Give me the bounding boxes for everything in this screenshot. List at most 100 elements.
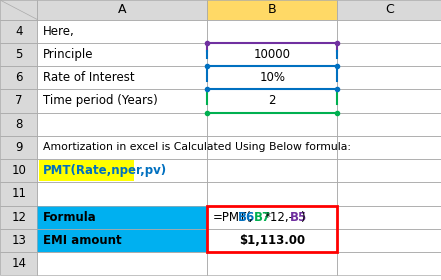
Bar: [0, 159, 37, 182]
Bar: [37, 66, 207, 89]
Bar: [0, 66, 37, 89]
Bar: [207, 229, 337, 252]
Bar: [37, 206, 207, 229]
Text: =PMT(: =PMT(: [213, 211, 251, 224]
Bar: [0, 113, 37, 136]
Bar: [207, 159, 337, 182]
Bar: [0, 43, 37, 66]
Bar: [337, 89, 441, 113]
Text: 9: 9: [15, 141, 22, 154]
Bar: [0, 252, 37, 275]
Bar: [207, 229, 337, 252]
Bar: [37, 159, 207, 182]
Bar: [37, 20, 207, 43]
Bar: [37, 229, 207, 252]
Bar: [37, 252, 207, 275]
Text: B7: B7: [254, 211, 271, 224]
Text: Rate of Interest: Rate of Interest: [43, 71, 135, 84]
Bar: [337, 0, 441, 20]
Text: 10%: 10%: [259, 71, 285, 84]
Bar: [337, 159, 441, 182]
Bar: [0, 20, 37, 43]
Bar: [207, 0, 337, 20]
Bar: [37, 113, 207, 136]
Bar: [0, 43, 37, 66]
Text: ,: ,: [249, 211, 252, 224]
Bar: [207, 182, 337, 206]
Bar: [207, 252, 337, 275]
Text: Principle: Principle: [43, 48, 93, 61]
Bar: [0, 182, 37, 206]
Bar: [337, 20, 441, 43]
Bar: [207, 182, 337, 206]
Text: 7: 7: [15, 94, 22, 108]
Bar: [0, 0, 37, 20]
Text: Here,: Here,: [43, 25, 75, 38]
Bar: [37, 229, 207, 252]
Text: A: A: [118, 3, 127, 16]
Text: 14: 14: [11, 257, 26, 270]
Bar: [0, 206, 37, 229]
Bar: [207, 206, 337, 229]
Bar: [0, 136, 37, 159]
Bar: [207, 206, 337, 229]
Bar: [337, 159, 441, 182]
Bar: [337, 229, 441, 252]
Bar: [337, 182, 441, 206]
Bar: [337, 252, 441, 275]
Bar: [207, 20, 337, 43]
Text: 5: 5: [15, 48, 22, 61]
Text: B6: B6: [238, 211, 255, 224]
Bar: [37, 43, 207, 66]
Bar: [37, 20, 207, 43]
Bar: [0, 136, 37, 159]
Text: 12: 12: [11, 211, 26, 224]
Bar: [37, 206, 207, 229]
Bar: [207, 252, 337, 275]
Bar: [207, 20, 337, 43]
Text: ): ): [300, 211, 305, 224]
Bar: [207, 0, 337, 20]
Bar: [0, 0, 37, 20]
Bar: [37, 66, 207, 89]
Bar: [207, 66, 337, 89]
Bar: [37, 0, 207, 20]
Bar: [37, 159, 207, 182]
Bar: [0, 113, 37, 136]
Bar: [207, 229, 337, 252]
Text: 10000: 10000: [254, 48, 291, 61]
Bar: [337, 20, 441, 43]
Bar: [207, 43, 337, 66]
Text: Time period (Years): Time period (Years): [43, 94, 157, 108]
Text: B5: B5: [290, 211, 307, 224]
Bar: [37, 206, 207, 229]
Bar: [337, 113, 441, 136]
Bar: [0, 66, 37, 89]
Text: PMT(Rate,nper,pv): PMT(Rate,nper,pv): [43, 164, 167, 177]
Bar: [37, 229, 207, 252]
Text: $1,113.00: $1,113.00: [239, 234, 305, 247]
Bar: [207, 113, 337, 136]
Text: 11: 11: [11, 187, 26, 200]
Bar: [0, 89, 37, 113]
Bar: [0, 229, 37, 252]
Bar: [0, 182, 37, 206]
Text: Amortization in excel is Calculated Using Below formula:: Amortization in excel is Calculated Usin…: [43, 143, 351, 152]
Bar: [337, 182, 441, 206]
Bar: [0, 20, 37, 43]
Bar: [337, 206, 441, 229]
Bar: [39, 160, 134, 181]
Bar: [337, 89, 441, 113]
Bar: [337, 136, 441, 159]
Bar: [37, 252, 207, 275]
Bar: [337, 43, 441, 66]
Bar: [37, 182, 207, 206]
Bar: [207, 43, 337, 66]
Bar: [0, 229, 37, 252]
Bar: [207, 159, 337, 182]
Bar: [207, 229, 337, 252]
Bar: [37, 0, 207, 20]
Text: 4: 4: [15, 25, 22, 38]
Bar: [37, 43, 207, 66]
Bar: [37, 89, 207, 113]
